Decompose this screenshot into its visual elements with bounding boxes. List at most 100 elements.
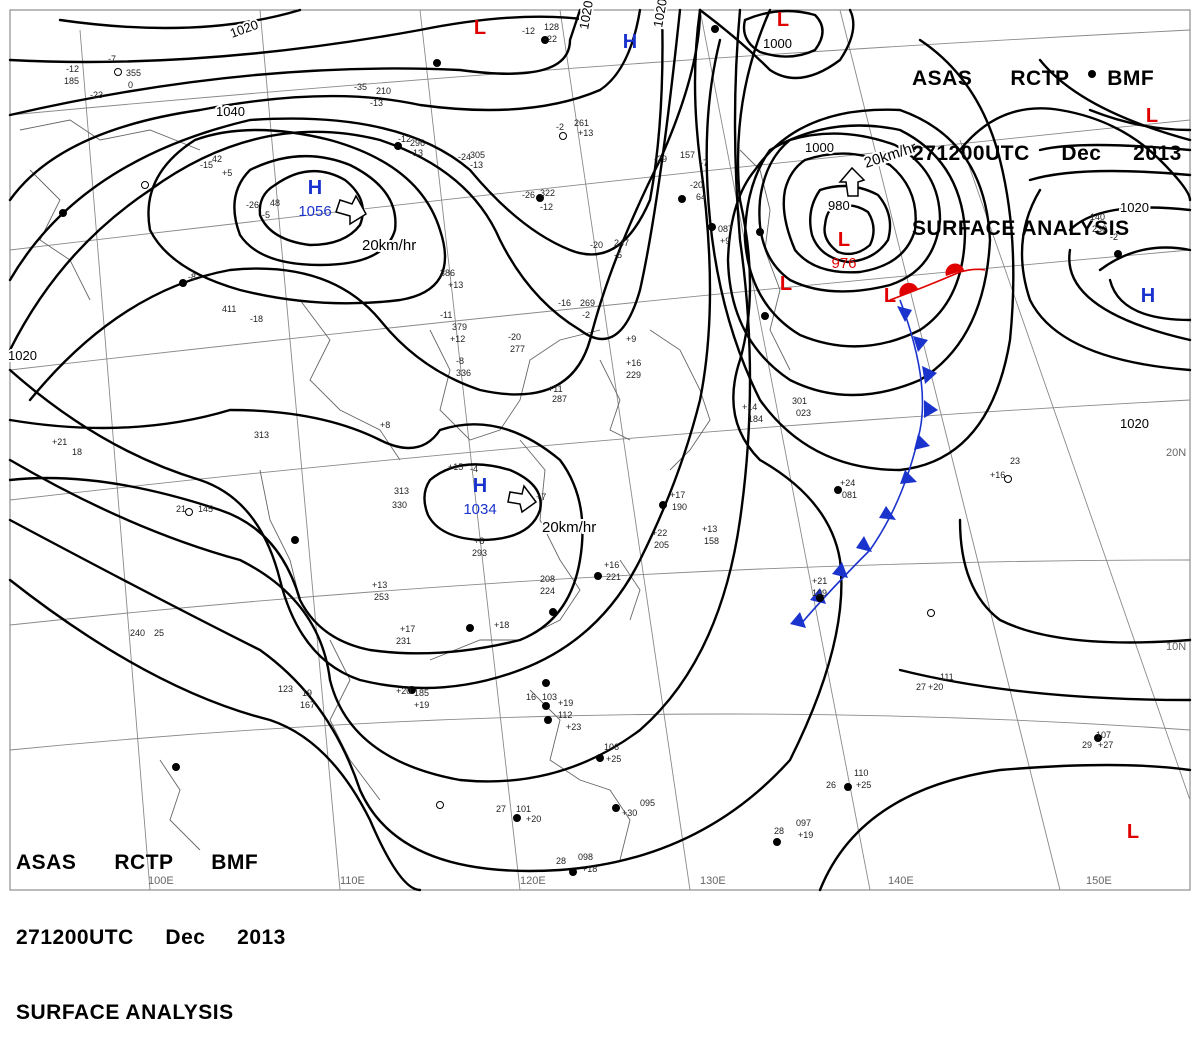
latitude-label: 10N bbox=[1166, 641, 1186, 653]
longitude-label: 100E bbox=[148, 875, 174, 887]
station-value: 110 bbox=[854, 768, 868, 778]
time-label: 271200UTC bbox=[912, 142, 1030, 165]
isobar-label: 1000 bbox=[763, 36, 792, 51]
title-line-3: SURFACE ANALYSIS bbox=[912, 216, 1182, 241]
station-value: 210 bbox=[376, 86, 391, 96]
motion-arrows bbox=[335, 166, 866, 514]
motion-arrow bbox=[335, 194, 368, 226]
station-value: -12 bbox=[540, 202, 553, 212]
station-circle bbox=[536, 194, 544, 202]
station-label: RCTP bbox=[114, 851, 174, 874]
station-value: 098 bbox=[578, 852, 593, 862]
station-value: 28 bbox=[556, 856, 566, 866]
station-value: +18 bbox=[582, 864, 597, 874]
station-value: 140 bbox=[1090, 212, 1105, 222]
cold-front-triangle bbox=[913, 336, 928, 352]
station-circle bbox=[927, 609, 935, 617]
station-value: -11 bbox=[440, 310, 452, 320]
cold-front-triangle bbox=[922, 366, 937, 384]
cold-front-triangle bbox=[790, 612, 806, 628]
station-value: 322 bbox=[540, 188, 555, 198]
station-circle bbox=[1088, 70, 1096, 78]
station-value: -2 bbox=[582, 310, 590, 320]
center-pressure-value: 976 bbox=[831, 255, 856, 272]
station-value: 253 bbox=[374, 592, 389, 602]
station-circle bbox=[711, 25, 719, 33]
station-value: 411 bbox=[222, 304, 236, 314]
map-frame bbox=[9, 9, 1191, 891]
station-value: -20 bbox=[590, 240, 603, 250]
motion-arrow bbox=[507, 484, 538, 514]
station-value: +16 bbox=[990, 470, 1005, 480]
station-value: -35 bbox=[354, 82, 367, 92]
station-value: 336 bbox=[456, 368, 471, 378]
station-value: 21 bbox=[176, 504, 186, 514]
station-value: -12 bbox=[66, 64, 79, 74]
center-pressure-value: 1056 bbox=[298, 203, 331, 220]
station-value: -15 bbox=[200, 160, 213, 170]
station-value: +9 bbox=[626, 334, 636, 344]
station-circle bbox=[114, 68, 122, 76]
isobar-label: 1040 bbox=[216, 104, 245, 119]
station-circle bbox=[559, 132, 567, 140]
station-value: +16 bbox=[626, 358, 641, 368]
agency-label: ASAS bbox=[912, 67, 973, 90]
station-value: 087 bbox=[718, 224, 733, 234]
station-value: 261 bbox=[574, 118, 589, 128]
low-pressure-symbol: L bbox=[1146, 105, 1158, 127]
isobar-label: 980 bbox=[828, 198, 850, 213]
station-value: -16 bbox=[558, 298, 571, 308]
station-circle bbox=[708, 223, 716, 231]
station-markers bbox=[59, 25, 1122, 876]
station-value: 081 bbox=[842, 490, 857, 500]
station-value: 158 bbox=[704, 536, 719, 546]
station-value: 18 bbox=[72, 447, 82, 457]
station-value: +25 bbox=[606, 754, 621, 764]
station-value: +8 bbox=[474, 536, 484, 546]
suffix-label: BMF bbox=[1107, 67, 1155, 90]
station-value: 101 bbox=[516, 804, 531, 814]
station-value: +16 bbox=[604, 560, 619, 570]
high-pressure-symbol: H bbox=[1141, 285, 1155, 307]
station-value: +17 bbox=[400, 624, 415, 634]
low-pressure-symbol: L bbox=[780, 273, 792, 295]
station-label: RCTP bbox=[1010, 67, 1070, 90]
station-value: 313 bbox=[254, 430, 269, 440]
station-circle bbox=[594, 572, 602, 580]
station-value: 095 bbox=[640, 798, 655, 808]
station-value: 26 bbox=[826, 780, 836, 790]
station-value: -29 bbox=[654, 154, 667, 164]
station-value: 231 bbox=[396, 636, 411, 646]
title-line-3: SURFACE ANALYSIS bbox=[16, 1000, 286, 1025]
station-value: -13 bbox=[470, 160, 483, 170]
station-circle bbox=[291, 536, 299, 544]
station-circle bbox=[549, 608, 557, 616]
station-value: -26 bbox=[246, 200, 259, 210]
title-line-1: ASAS RCTP BMF bbox=[912, 66, 1182, 91]
station-value: +13 bbox=[702, 524, 717, 534]
high-pressure-symbol: H bbox=[473, 475, 487, 497]
cold-front-triangle bbox=[900, 470, 917, 484]
station-value: +20 bbox=[928, 682, 943, 692]
station-value: 305 bbox=[470, 150, 485, 160]
station-value: 19 bbox=[302, 688, 312, 698]
station-value: +22 bbox=[652, 528, 667, 538]
isobar-label: 1020 bbox=[8, 348, 37, 363]
station-circle bbox=[542, 702, 550, 710]
station-value: -13 bbox=[370, 98, 383, 108]
station-value: -7 bbox=[700, 158, 708, 168]
year-label: 2013 bbox=[237, 926, 286, 949]
station-value: 109 bbox=[812, 588, 827, 598]
center-pressure-value: 1034 bbox=[463, 501, 496, 518]
station-value: 287 bbox=[552, 394, 567, 404]
cold-front-triangle bbox=[897, 306, 912, 322]
station-value: 106 bbox=[604, 742, 619, 752]
time-label: 271200UTC bbox=[16, 926, 134, 949]
station-value: +12 bbox=[450, 334, 465, 344]
station-value: 184 bbox=[748, 414, 763, 424]
station-value: +21 bbox=[812, 576, 827, 586]
title-line-2: 271200UTC Dec 2013 bbox=[912, 141, 1182, 166]
station-circle bbox=[1114, 250, 1122, 258]
month-label: Dec bbox=[1061, 142, 1102, 165]
station-value: 103 bbox=[542, 692, 557, 702]
